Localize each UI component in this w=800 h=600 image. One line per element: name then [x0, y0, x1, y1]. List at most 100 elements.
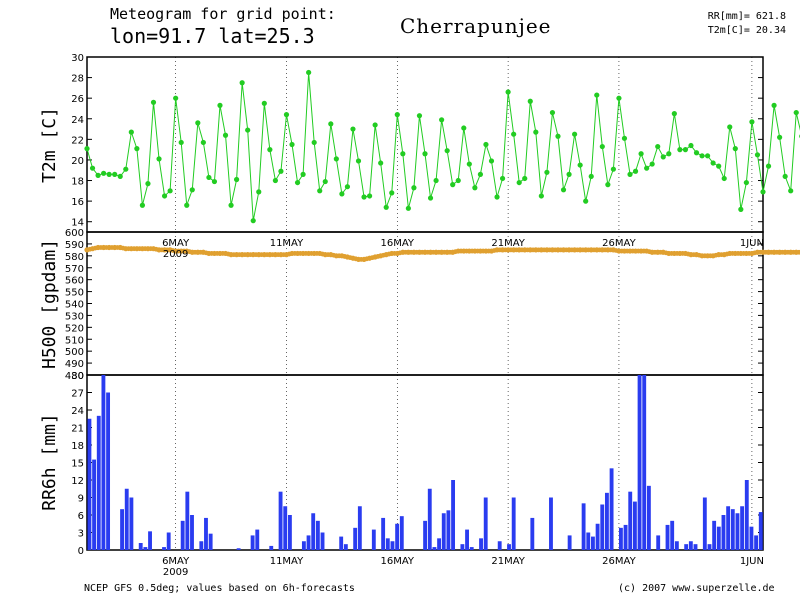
h500-axis-title: H500 [gpdam] — [39, 239, 60, 369]
rr6h-bar — [665, 524, 670, 550]
t2m-point — [466, 161, 472, 167]
t2m-point — [505, 89, 511, 95]
t2m-line — [86, 72, 800, 221]
rr6h-axis-title: RR6h [mm] — [39, 413, 60, 511]
rr6h-bar — [423, 520, 428, 550]
rr6h-bar — [390, 541, 395, 550]
rr6h-bar — [586, 532, 591, 550]
rr6h-date-label: 1JUN — [740, 556, 764, 567]
t2m-point — [300, 171, 306, 177]
t2m-point — [527, 98, 533, 104]
t2m-point — [267, 147, 273, 153]
t2m-point — [228, 202, 234, 208]
t2m-point — [649, 161, 655, 167]
y-axis-ticks: 1416182022242628304804905005105205305405… — [65, 53, 763, 557]
t2m-point — [771, 102, 777, 108]
t2m-point — [411, 185, 417, 191]
t2m-point — [211, 178, 218, 185]
rr6h-bar — [180, 520, 185, 550]
t2m-point — [344, 184, 351, 190]
rr6h-bar — [637, 375, 642, 550]
t2m-point — [217, 102, 223, 108]
y-tick-label: 26 — [71, 94, 84, 105]
t2m-point — [461, 125, 467, 131]
t2m-point — [555, 133, 561, 139]
rr6h-bar — [721, 515, 726, 550]
t2m-point — [167, 188, 173, 194]
h500-date-label: 11MAY — [270, 238, 304, 249]
h500-year-label: 2009 — [163, 249, 188, 260]
t2m-point — [128, 129, 134, 135]
t2m-point — [632, 168, 639, 174]
rr6h-bar — [693, 544, 698, 550]
rr6h-bar — [162, 547, 166, 550]
y-tick-label: 570 — [65, 264, 84, 275]
y-tick-label: 3 — [78, 529, 84, 540]
rr6h-year-label: 2009 — [163, 567, 188, 578]
rr6h-bar — [124, 488, 129, 550]
y-tick-label: 500 — [65, 347, 84, 358]
t2m-series — [84, 69, 800, 224]
h500-date-label: 21MAY — [491, 238, 525, 249]
rr6h-bar — [744, 480, 749, 550]
t2m-point — [616, 95, 622, 101]
rr6h-bar — [511, 497, 516, 550]
t2m-point — [317, 188, 323, 194]
rr6h-bar — [754, 535, 759, 550]
rr6h-bar — [684, 544, 689, 550]
t2m-point — [184, 202, 190, 208]
rr6h-bar — [129, 497, 134, 550]
t2m-point — [583, 198, 589, 204]
rr6h-bar — [712, 520, 717, 550]
t2m-point — [522, 175, 528, 182]
t2m-point — [560, 187, 567, 193]
rr6h-bar — [618, 527, 623, 550]
h500-date-label: 1JUN — [740, 238, 764, 249]
t2m-point — [89, 165, 96, 171]
t2m-point — [450, 182, 456, 188]
rr6h-bar — [628, 491, 633, 550]
rr6h-bar — [311, 513, 316, 550]
y-tick-label: 21 — [71, 424, 84, 435]
t2m-point — [477, 171, 484, 177]
rr-total: RR[mm]= 621.8 — [707, 11, 786, 22]
y-tick-label: 600 — [65, 228, 84, 239]
y-tick-label: 0 — [78, 546, 84, 557]
y-tick-label: 30 — [71, 371, 84, 382]
y-tick-label: 18 — [71, 177, 84, 188]
t2m-point — [173, 95, 179, 101]
rr6h-bar — [315, 520, 320, 550]
rr6h-bar — [441, 513, 446, 550]
t2m-point — [134, 146, 140, 152]
rr6h-bar — [646, 485, 651, 550]
t2m-point — [294, 179, 301, 186]
rr6h-bar — [749, 526, 754, 550]
rr6h-bar — [208, 533, 213, 550]
t2m-point — [610, 166, 616, 172]
rr6h-bar — [623, 524, 628, 550]
t2m-point — [727, 124, 733, 130]
rr6h-bar — [343, 544, 348, 550]
t2m-point — [339, 191, 345, 197]
t2m-point — [572, 131, 578, 137]
t2m-point — [84, 146, 90, 152]
rr6h-date-label: 21MAY — [491, 556, 525, 567]
rr6h-bar — [632, 501, 637, 550]
y-tick-label: 590 — [65, 240, 84, 251]
y-tick-label: 9 — [78, 494, 84, 505]
t2m-point — [272, 177, 278, 184]
rr6h-bar — [483, 497, 488, 550]
t2m-point — [511, 131, 517, 137]
t2m-point — [439, 117, 445, 123]
y-tick-label: 480 — [65, 371, 84, 382]
t2m-point — [328, 121, 334, 127]
t2m-point — [716, 163, 722, 169]
t2m-point — [749, 119, 755, 125]
t2m-point — [350, 126, 356, 132]
t2m-point — [472, 185, 478, 191]
rr6h-bar — [758, 512, 763, 550]
t2m-point — [638, 151, 644, 157]
t2m-point — [516, 179, 522, 186]
rr6h-bar — [427, 488, 432, 550]
t2m-point — [189, 187, 195, 193]
